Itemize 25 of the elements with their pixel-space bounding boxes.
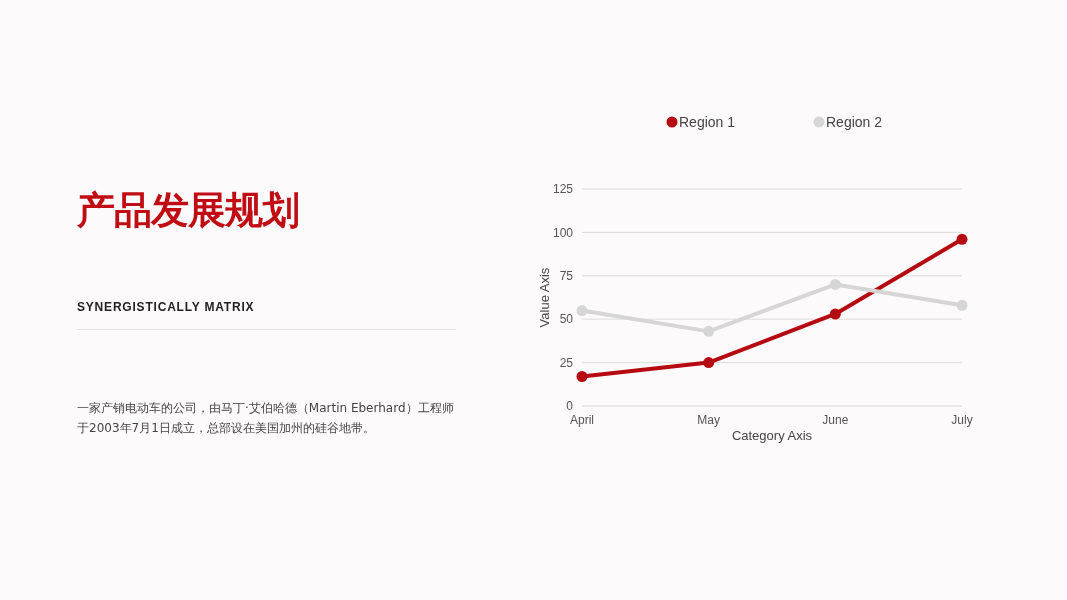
x-tick-label: May [697, 413, 720, 427]
y-tick-label: 125 [552, 182, 574, 197]
legend-label: Region 1 [679, 113, 736, 130]
y-axis-title: Value Axis [537, 267, 552, 328]
x-axis-title: Category Axis [731, 428, 813, 443]
text: 产品发展规划 [77, 187, 299, 234]
point [576, 305, 588, 317]
legend-label: Region 2 [826, 113, 883, 130]
point [703, 325, 715, 337]
point [956, 233, 968, 245]
text: SYNERGISTICALLY MATRIX [77, 300, 255, 314]
x-tick-label: April [569, 413, 595, 427]
x-tick-label: July [951, 413, 973, 427]
point [956, 299, 968, 311]
x-tick-label: June [822, 413, 849, 427]
y-tick-label: 25 [559, 355, 574, 370]
point [829, 278, 841, 290]
point [703, 357, 715, 369]
y-tick-label: 100 [552, 225, 574, 240]
y-tick-label: 0 [566, 399, 574, 414]
y-tick-label: 75 [559, 269, 574, 283]
y-tick-label: 50 [559, 312, 574, 327]
point [829, 308, 841, 320]
point [576, 370, 588, 382]
text: 一家产销电动车的公司，由马丁·艾伯哈德（Martin Eberhard）工程师于2003年7月1日成立，总部设在美国加州的硅谷地带。 [77, 400, 455, 437]
